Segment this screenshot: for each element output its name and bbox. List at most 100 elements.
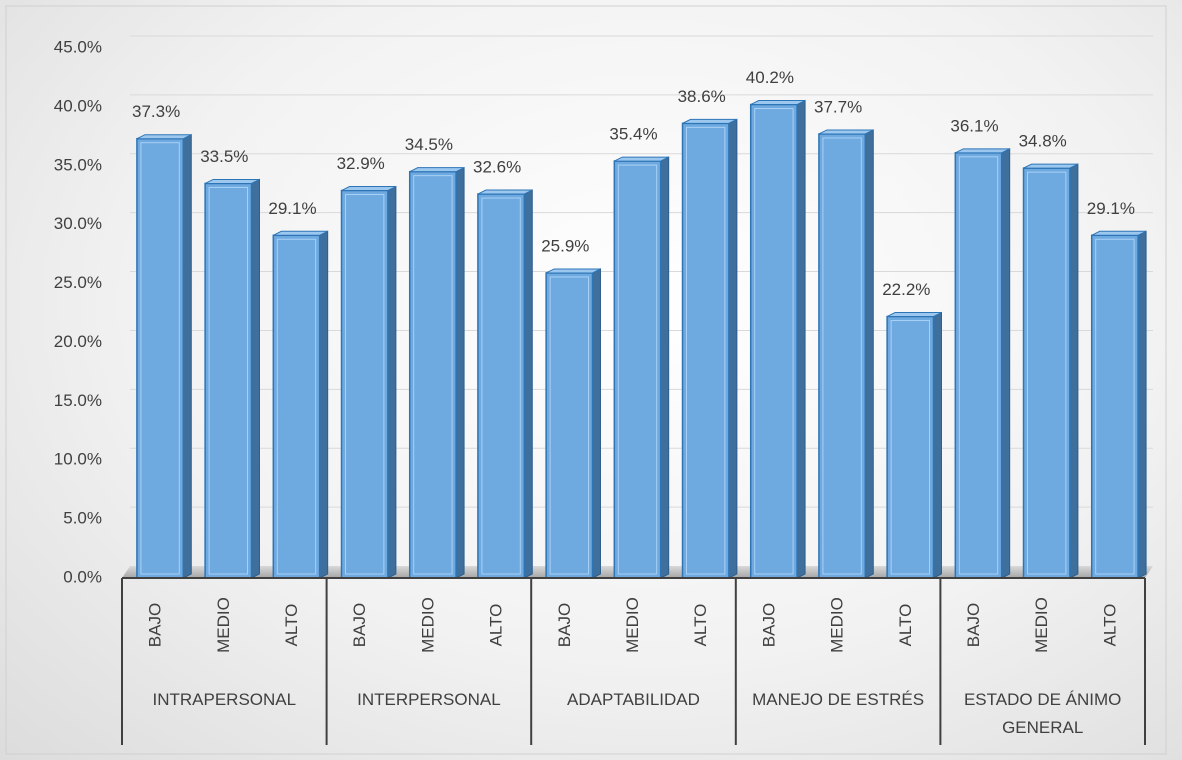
bar-side	[932, 311, 942, 579]
y-tick-label: 10.0%	[54, 450, 102, 469]
bar-top	[477, 189, 533, 195]
bar-top	[341, 186, 397, 192]
data-label: 33.5%	[200, 147, 248, 166]
y-tick-label: 5.0%	[63, 509, 102, 528]
bar-top	[409, 167, 465, 173]
bar-side	[796, 99, 806, 579]
group-label: INTRAPERSONAL	[152, 690, 297, 709]
x-tick-label: BAJO	[555, 603, 574, 647]
data-label: 35.4%	[609, 125, 657, 144]
bar	[749, 103, 798, 579]
x-tick-label: MEDIO	[418, 597, 437, 653]
bar-side	[1069, 163, 1079, 579]
bar-highlight	[549, 276, 589, 575]
data-label: 40.2%	[746, 68, 794, 87]
y-tick-label: 15.0%	[54, 391, 102, 410]
data-label: 36.1%	[950, 116, 998, 135]
bar-highlight	[413, 175, 453, 575]
bar-top	[545, 268, 601, 274]
bar-side	[864, 129, 874, 579]
data-label: 37.3%	[132, 102, 180, 121]
x-tick-label: BAJO	[350, 603, 369, 647]
bar-top	[273, 230, 328, 236]
bar-side	[591, 268, 601, 579]
bar-highlight	[822, 137, 862, 575]
data-label: 25.9%	[541, 236, 589, 255]
bar	[272, 234, 321, 579]
group-label: ADAPTABILIDAD	[567, 690, 700, 709]
bar	[136, 137, 185, 579]
data-label: 29.1%	[268, 199, 316, 218]
x-tick-label: MEDIO	[214, 597, 233, 653]
x-tick-label: ALTO	[487, 604, 506, 647]
x-tick-label: BAJO	[759, 603, 778, 647]
data-label: 32.9%	[337, 154, 385, 173]
bar-highlight	[481, 197, 521, 575]
x-tick-label: ALTO	[1100, 604, 1119, 647]
data-label: 22.2%	[882, 280, 930, 299]
bar-highlight	[754, 108, 794, 575]
bar-highlight	[276, 238, 317, 575]
bar	[1022, 167, 1071, 579]
x-tick-label: MEDIO	[828, 597, 847, 653]
data-label: 34.8%	[1019, 132, 1067, 151]
x-tick-label: MEDIO	[1032, 597, 1051, 653]
y-tick-label: 20.0%	[54, 332, 102, 351]
bar-side	[250, 178, 260, 579]
x-tick-label: BAJO	[964, 603, 983, 647]
bar-side	[182, 133, 192, 579]
bar	[545, 272, 594, 579]
bar-highlight	[890, 320, 930, 575]
bar-top	[955, 148, 1010, 154]
bar	[681, 122, 730, 579]
bar-top	[1023, 163, 1079, 169]
x-tick-label: ALTO	[691, 604, 710, 647]
bar-highlight	[958, 156, 999, 575]
bar-highlight	[1027, 171, 1067, 575]
bar-top	[682, 118, 738, 124]
x-tick-label: ALTO	[282, 604, 301, 647]
group-label: ESTADO DE ÁNIMO GENERAL	[963, 690, 1122, 737]
bar-top	[750, 100, 806, 106]
y-tick-label: 25.0%	[54, 273, 102, 292]
data-label: 32.6%	[473, 158, 521, 177]
bar-side	[1001, 148, 1011, 579]
bar-top	[614, 156, 669, 162]
bar-highlight	[617, 164, 658, 575]
bar-highlight	[208, 186, 248, 575]
bar-side	[1137, 230, 1147, 579]
bar	[613, 160, 662, 579]
x-tick-label: BAJO	[146, 603, 165, 647]
bar-side	[728, 118, 738, 579]
bar-side	[523, 189, 533, 579]
bar-top	[1091, 230, 1147, 236]
group-label: MANEJO DE ESTRÉS	[752, 690, 925, 709]
bar	[408, 170, 457, 579]
bar	[1090, 234, 1139, 579]
bar-top	[886, 312, 942, 318]
bar-highlight	[686, 126, 726, 575]
data-label: 34.5%	[405, 135, 453, 154]
chart-border	[5, 5, 1167, 755]
x-tick-label: MEDIO	[623, 597, 642, 653]
bar-side	[660, 156, 670, 579]
bar	[818, 133, 867, 579]
bar-side	[455, 166, 465, 579]
bar	[204, 182, 253, 579]
y-tick-label: 45.0%	[54, 37, 102, 56]
y-tick-label: 0.0%	[63, 567, 102, 586]
bar	[477, 193, 526, 579]
bar-side	[387, 185, 397, 579]
bar-top	[818, 129, 874, 135]
group-label: INTERPERSONAL	[357, 690, 501, 709]
bar-top	[136, 134, 192, 140]
y-tick-label: 40.0%	[54, 96, 102, 115]
bar-top	[204, 178, 260, 184]
data-label: 38.6%	[678, 87, 726, 106]
bar	[954, 152, 1003, 579]
data-label: 37.7%	[814, 97, 862, 116]
bar	[886, 315, 935, 579]
data-label: 29.1%	[1087, 199, 1135, 218]
